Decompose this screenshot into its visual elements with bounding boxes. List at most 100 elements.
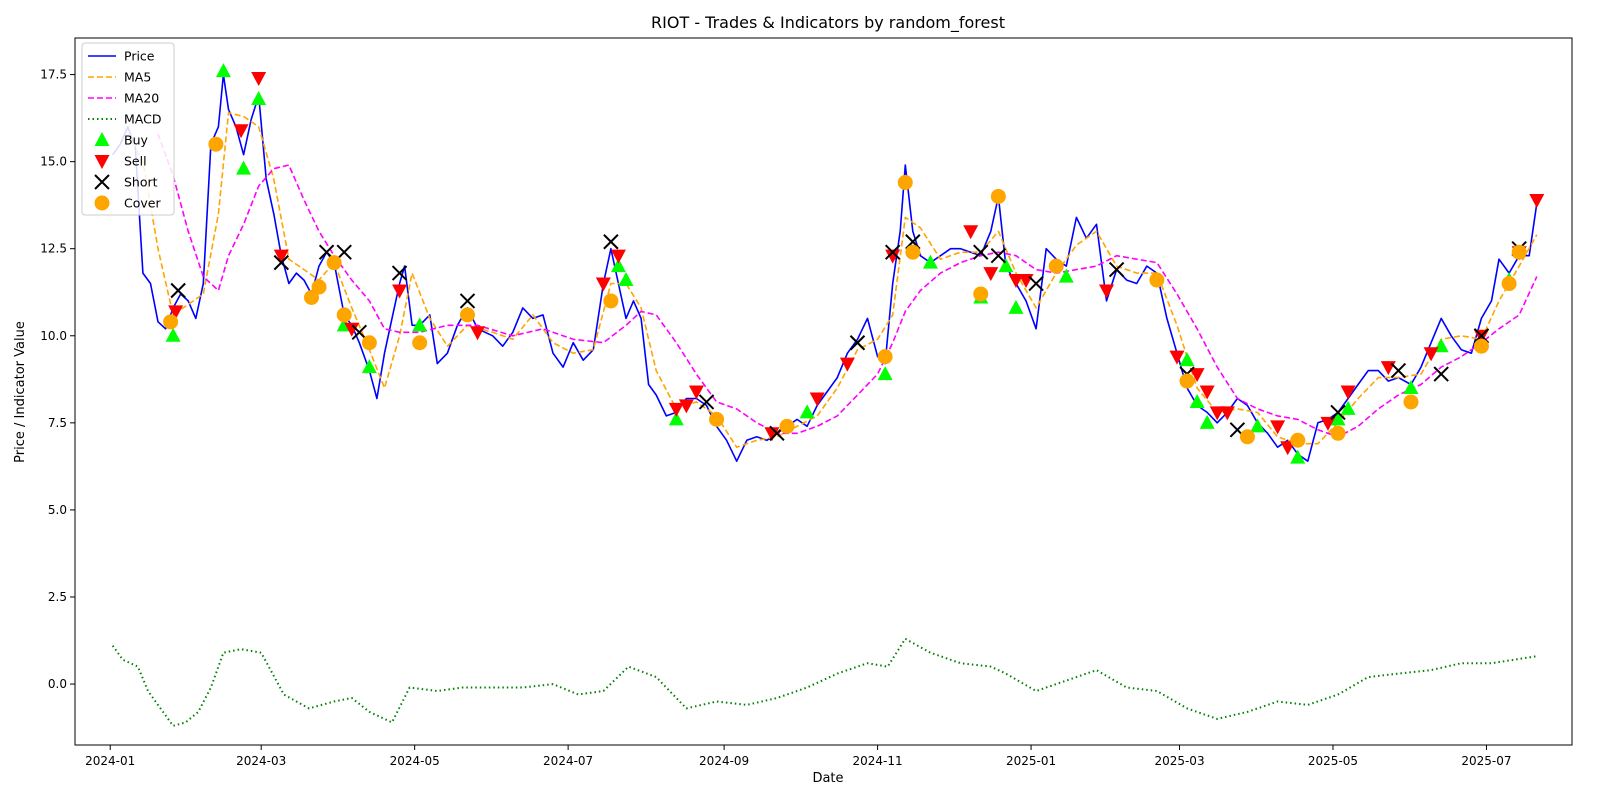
y-tick-label: 10.0 [40,329,67,343]
cover-marker [412,335,428,351]
cover-marker [208,136,224,152]
cover-marker [1330,425,1346,441]
buy-marker [877,366,893,381]
sell-marker [1169,350,1185,365]
x-tick-label: 2025-07 [1461,754,1511,768]
cover-marker [1048,258,1064,274]
y-tick-label: 5.0 [48,503,67,517]
buy-marker [1008,299,1024,314]
x-tick-label: 2024-05 [390,754,440,768]
short-marker [1108,261,1125,278]
buy-marker [1250,418,1266,433]
plot-area [111,63,1545,727]
x-axis-label: Date [812,771,843,786]
short-marker [459,293,476,309]
cover-marker [1473,338,1489,354]
cover-marker [304,289,320,305]
short-marker [336,244,352,260]
cover-marker [897,175,913,191]
x-tick-label: 2025-01 [1006,754,1056,768]
cover-marker [1239,429,1255,445]
sell-marker [233,124,249,139]
buy-marker [215,63,231,78]
legend-swatch-cover [94,195,110,211]
sell-markers [168,72,1545,456]
legend-label: Sell [124,154,147,169]
cover-marker [361,335,377,351]
cover-marker [779,418,795,434]
buy-marker [799,404,815,419]
x-tick-label: 2025-03 [1154,754,1204,768]
legend-label: Price [124,49,155,64]
sell-marker [885,249,901,264]
sell-marker [1008,274,1024,289]
y-tick-label: 7.5 [48,416,67,430]
short-marker [273,254,290,271]
series-ma20-line [157,133,1538,438]
sell-marker [963,225,979,240]
sell-marker [1423,347,1439,362]
legend-box [81,42,175,216]
cover-marker [311,279,327,295]
y-tick-label: 2.5 [48,590,67,604]
x-tick-label: 2024-11 [853,754,903,768]
sell-marker [839,357,855,372]
buy-marker [998,258,1014,273]
cover-marker [1511,244,1527,260]
y-axis-label: Price / Indicator Value [13,321,28,463]
buy-marker [412,317,428,332]
cover-marker [1149,272,1165,288]
buy-marker [618,272,634,287]
sell-marker [668,402,684,417]
short-marker [351,324,368,341]
buy-marker [668,411,684,426]
series-price-line [112,73,1538,462]
sell-marker [1099,284,1115,299]
y-tick-label: 0.0 [48,677,67,691]
sell-marker [1320,416,1336,431]
cover-marker [1290,432,1306,448]
cover-marker [905,244,921,260]
cover-marker [1501,276,1517,292]
sell-marker [595,277,611,292]
sell-marker [1340,385,1356,400]
legend-label: MA5 [124,70,151,85]
buy-marker [922,254,938,269]
sell-marker [1280,441,1296,456]
sell-marker [1529,193,1545,208]
buy-marker [361,359,377,374]
y-axis: 0.0 2.5 5.0 7.5 10.0 12.5 15.0 17.5 [40,68,75,691]
buy-marker [1058,268,1074,283]
sell-marker [344,322,360,337]
sell-marker [1219,406,1235,421]
legend-label: Cover [124,196,161,211]
buy-marker [236,160,252,175]
legend-label: Buy [124,133,148,148]
legend: Price MA5 MA20 MACD Buy Sell Short Cover [81,42,175,216]
sell-marker [1209,406,1225,421]
cover-marker [459,307,475,323]
short-marker [990,247,1007,264]
short-marker [1433,366,1449,382]
short-marker [170,282,186,299]
y-tick-label: 15.0 [40,155,67,169]
cover-marker [336,307,352,323]
cover-markers [163,136,1527,448]
cover-marker [877,349,893,365]
cover-marker [1179,373,1195,389]
sell-marker [1199,385,1215,400]
short-marker [849,335,866,351]
buy-marker [1179,352,1195,367]
sell-marker [983,267,999,282]
x-tick-label: 2024-03 [236,754,286,768]
x-tick-label: 2024-07 [543,754,593,768]
sell-marker [809,392,825,407]
short-marker [603,234,619,250]
x-tick-label: 2024-01 [85,754,135,768]
plot-frame [74,37,1573,746]
buy-marker [165,327,181,342]
sell-marker [610,249,626,264]
buy-marker [1199,414,1215,429]
y-tick-label: 12.5 [40,242,67,256]
buy-marker [1403,380,1419,395]
